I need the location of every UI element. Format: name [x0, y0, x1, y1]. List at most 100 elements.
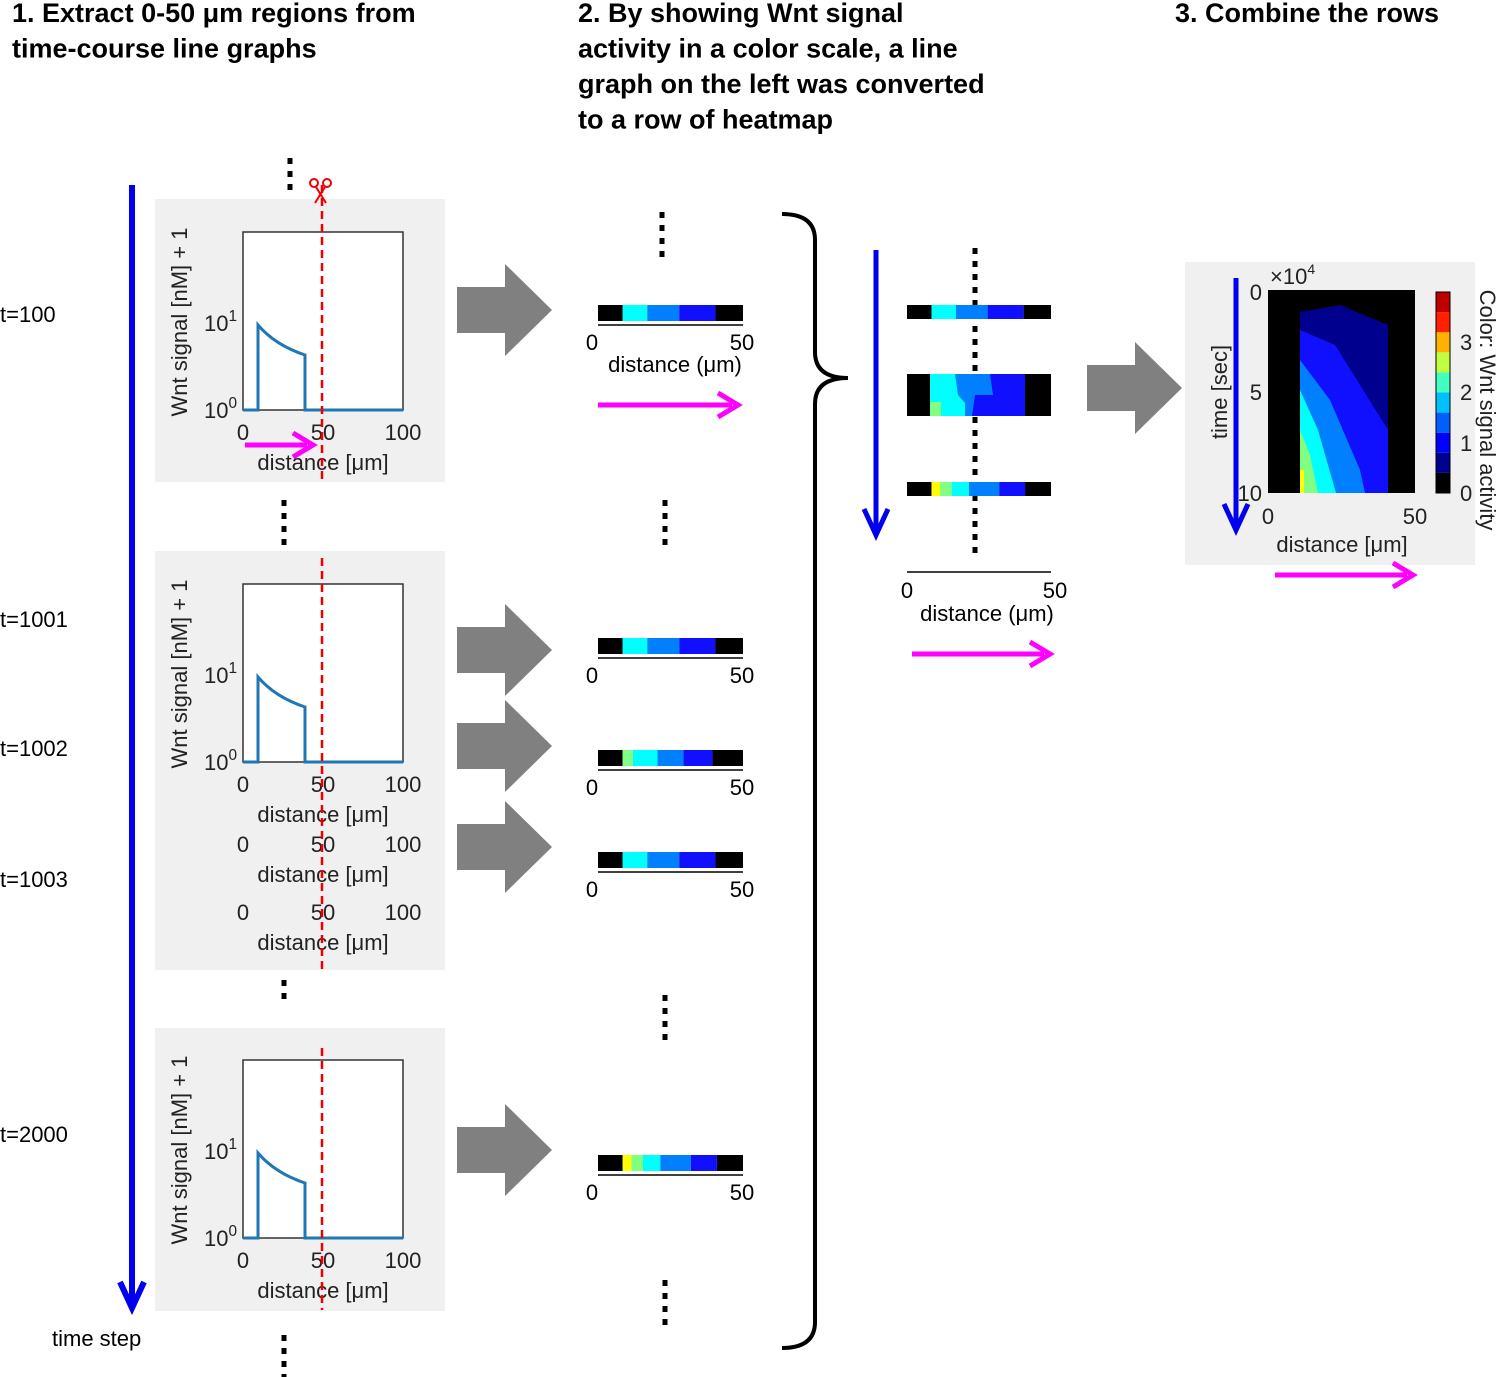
- ellipsis-dot: [659, 212, 665, 218]
- ellipsis-dot: [662, 1034, 668, 1040]
- heatmap-cell: [999, 482, 1026, 496]
- heatmap-cell: [987, 305, 1024, 319]
- x-tick-label: 100: [385, 1248, 422, 1273]
- heatmap-cell: [931, 305, 956, 319]
- y-tick-label: 101: [204, 1136, 237, 1164]
- x-tick-label: 100: [385, 420, 422, 445]
- ellipsis-dot: [972, 469, 978, 475]
- y-tick-label: 5: [1250, 380, 1262, 405]
- y-tick-label-base: 10: [204, 750, 228, 775]
- colorbar-band: [1436, 412, 1450, 433]
- process-arrow: [457, 801, 552, 893]
- x-axis-label: distance (μm): [608, 352, 742, 377]
- ellipsis-dot: [281, 539, 287, 545]
- colorbar-band: [1436, 292, 1450, 313]
- y-tick-label-exp: 0: [228, 1223, 237, 1240]
- ellipsis-dot: [972, 365, 978, 371]
- heatmap-cell: [679, 638, 716, 654]
- colorbar-tick-label: 3: [1460, 330, 1472, 355]
- time-label: t=1002: [0, 736, 68, 761]
- heatmap-cell: [931, 482, 941, 496]
- process-arrow: [457, 264, 552, 356]
- y-axis-label: time [sec]: [1207, 345, 1232, 439]
- time-label: t=1003: [0, 867, 68, 892]
- signal-line: [243, 672, 403, 764]
- x-tick-label: 50: [730, 775, 754, 800]
- y-tick-label-base: 10: [204, 398, 228, 423]
- time-label: t=1001: [0, 607, 68, 632]
- colorbar-tick-label: 2: [1460, 380, 1472, 405]
- x-tick-label: 0: [237, 772, 249, 797]
- heatmap-cell: [907, 305, 932, 319]
- y-tick-label: 100: [204, 747, 237, 775]
- time-axis-label: time step: [52, 1326, 141, 1351]
- x-tick-label: 100: [385, 900, 422, 925]
- brace: [781, 212, 849, 1350]
- scissors: [309, 178, 332, 204]
- y-axis-label: Wnt signal [nM] + 1: [167, 580, 192, 769]
- ellipsis-dot: [972, 352, 978, 358]
- ellipsis-dot: [281, 1348, 287, 1354]
- ellipsis-dot: [281, 1335, 287, 1341]
- heatmap-regions: [1300, 305, 1388, 493]
- colorbar-band: [1436, 392, 1450, 413]
- heatmap-cell: [647, 852, 680, 868]
- y-tick-label-exp: 0: [228, 747, 237, 764]
- heatmap-cell: [622, 305, 648, 321]
- step-title: time-course line graphs: [12, 34, 317, 64]
- heatmap-cell: [598, 750, 623, 766]
- x-tick-label: 50: [730, 663, 754, 688]
- ellipsis-dot: [662, 500, 668, 506]
- heatmap-cell: [715, 305, 743, 321]
- ellipsis-dot: [972, 248, 978, 254]
- heatmap-cell: [622, 852, 648, 868]
- ellipsis-dot: [662, 513, 668, 519]
- y-tick-label-base: 10: [204, 663, 228, 688]
- ellipsis-dot: [287, 171, 293, 177]
- y-tick-label-exp: 1: [228, 660, 237, 677]
- scale-label: ×104: [1270, 261, 1315, 289]
- x-tick-label: 50: [730, 1180, 754, 1205]
- step-title: 2. By showing Wnt signal: [578, 0, 904, 28]
- heatmap-cell: [660, 1155, 691, 1171]
- x-tick-label: 50: [1403, 504, 1427, 529]
- y-tick-label-exp: 1: [228, 308, 237, 325]
- time-arrow-head: [1221, 502, 1251, 536]
- colorbar-band: [1436, 352, 1450, 373]
- process-arrow: [1087, 342, 1182, 434]
- heatmap-cell: [642, 1155, 661, 1171]
- ellipsis-dot: [662, 526, 668, 532]
- colorbar-band: [1436, 312, 1450, 333]
- process-arrow: [457, 1104, 552, 1196]
- ellipsis-dot: [972, 300, 978, 306]
- time-arrow-head: [861, 507, 891, 541]
- scale-label-exp: 4: [1307, 261, 1315, 277]
- y-tick-label: 101: [204, 660, 237, 688]
- ellipsis-dot: [972, 326, 978, 332]
- ellipsis-dot: [281, 1374, 287, 1377]
- ellipsis-dot: [972, 430, 978, 436]
- heatmap-cell: [715, 638, 743, 654]
- ellipsis-dot: [659, 238, 665, 244]
- ellipsis-dot: [662, 1008, 668, 1014]
- heatmap-cell: [907, 482, 932, 496]
- heatmap-cell: [622, 750, 633, 766]
- y-tick-label-exp: 0: [228, 395, 237, 412]
- heatmap-cell: [622, 638, 648, 654]
- y-tick-label: 10: [1238, 481, 1262, 506]
- y-tick-label: 100: [204, 395, 237, 423]
- step-title: 3. Combine the rows: [1175, 0, 1439, 28]
- ellipsis-dot: [662, 1293, 668, 1299]
- step-title: graph on the left was converted: [578, 69, 985, 99]
- x-tick-label: 0: [237, 900, 249, 925]
- time-label: t=100: [0, 302, 56, 327]
- ellipsis-dot: [287, 184, 293, 190]
- y-axis-label: Wnt signal [nM] + 1: [167, 1056, 192, 1245]
- colorbar-band: [1436, 332, 1450, 353]
- heatmap-cell: [631, 1155, 643, 1171]
- ellipsis-dot: [659, 251, 665, 257]
- ellipsis-dot: [972, 521, 978, 527]
- x-tick-label: 0: [586, 775, 598, 800]
- heatmap-cell: [940, 482, 952, 496]
- step-title: activity in a color scale, a line: [578, 34, 958, 64]
